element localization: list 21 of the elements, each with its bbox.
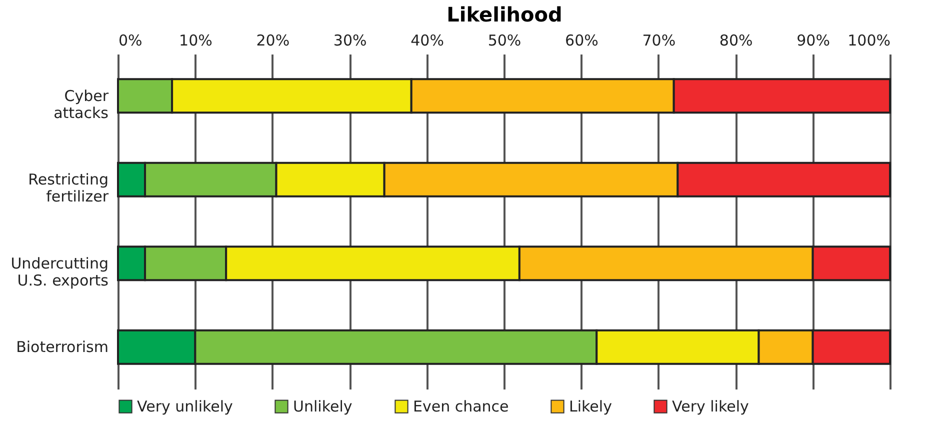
x-tick-label: 70% xyxy=(642,32,676,50)
y-tick-label: Restricting fertilizer xyxy=(28,170,110,206)
x-tick-label: 20% xyxy=(256,32,290,50)
x-tick-label: 10% xyxy=(179,32,212,50)
legend-label: Very unlikely xyxy=(137,398,234,416)
legend-label: Very likely xyxy=(672,398,750,416)
y-tick-label: Cyber attacks xyxy=(54,86,110,122)
x-tick-label: 60% xyxy=(565,32,598,50)
x-tick-label: 80% xyxy=(719,32,753,50)
x-tick-label: 0% xyxy=(118,32,142,50)
legend-label: Likely xyxy=(569,398,612,416)
x-tick-label: 50% xyxy=(488,32,522,50)
y-tick-label: Bioterrorism xyxy=(16,338,108,356)
y-tick-label: Undercutting U.S. exports xyxy=(10,254,109,290)
legend-label: Unlikely xyxy=(293,398,352,416)
x-tick-label: 100% xyxy=(848,32,890,50)
legend-label: Even chance xyxy=(413,398,509,416)
x-tick-label: 30% xyxy=(333,32,367,50)
x-axis-title: Likelihood xyxy=(446,2,562,26)
x-tick-label: 40% xyxy=(410,32,444,50)
x-tick-label: 90% xyxy=(796,32,830,50)
